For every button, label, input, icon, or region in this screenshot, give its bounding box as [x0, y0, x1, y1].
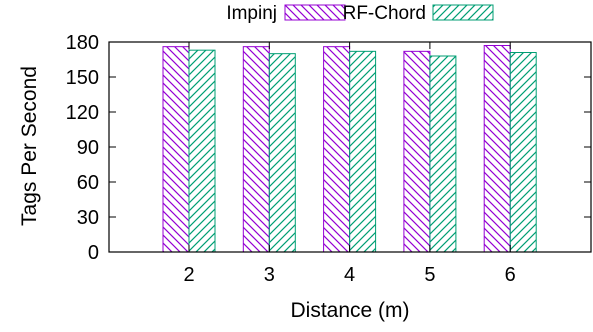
y-axis-title: Tags Per Second — [18, 66, 41, 226]
bar-impinj-5 — [403, 50, 431, 253]
legend: Impinj RF-Chord — [226, 3, 494, 24]
x-tick-label: 4 — [344, 264, 355, 286]
x-axis-title: Distance (m) — [290, 299, 409, 322]
bar-rf-chord-5 — [429, 55, 457, 253]
bars — [162, 45, 537, 253]
x-tick-label: 5 — [424, 264, 435, 286]
legend-swatch — [432, 4, 494, 21]
y-tick-label: 0 — [88, 242, 99, 264]
bar-rf-chord-3 — [268, 53, 296, 253]
bar-impinj-2 — [162, 46, 190, 253]
y-tick-label: 60 — [77, 172, 99, 194]
legend-label: Impinj — [226, 3, 277, 24]
bar-rf-chord-4 — [349, 50, 377, 253]
bar-impinj-3 — [242, 46, 270, 253]
y-tick-label: 180 — [66, 32, 99, 54]
y-tick-label: 150 — [66, 67, 99, 89]
legend-swatch — [284, 4, 346, 21]
axes: 0 30 60 90 120 150 180 2 3 4 5 6 — [66, 32, 592, 286]
x-tick-label: 2 — [183, 264, 194, 286]
legend-label: RF-Chord — [343, 3, 426, 24]
y-tick-label: 30 — [77, 207, 99, 229]
x-tick-label: 3 — [264, 264, 275, 286]
x-tick-label: 6 — [505, 264, 516, 286]
bar-rf-chord-6 — [509, 52, 537, 253]
y-tick-label: 90 — [77, 137, 99, 159]
bar-rf-chord-2 — [188, 49, 216, 253]
y-tick-label: 120 — [66, 102, 99, 124]
bar-impinj-6 — [483, 45, 511, 253]
bar-impinj-4 — [323, 46, 351, 253]
